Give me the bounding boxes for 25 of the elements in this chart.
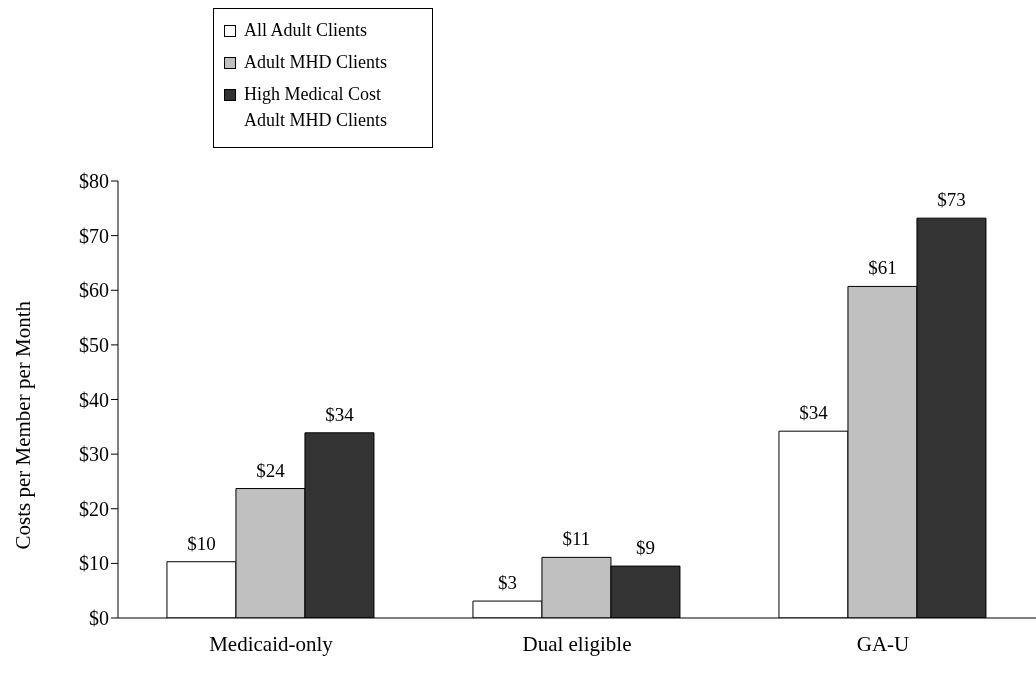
data-label: $24	[256, 459, 286, 481]
legend-label: High Medical Cost Adult MHD Clients	[244, 83, 388, 132]
y-tick-label: $80	[79, 170, 109, 193]
y-tick-label: $30	[79, 443, 109, 466]
y-tick-label: $20	[79, 497, 109, 520]
y-tick-label: $70	[79, 224, 109, 247]
y-tick-label: $60	[79, 279, 109, 302]
y-tick-label: $40	[79, 388, 109, 411]
x-tick-label: Dual eligible	[522, 631, 632, 656]
y-tick-label: $50	[79, 333, 109, 356]
data-label: $34	[325, 403, 355, 425]
data-label: $3	[497, 572, 517, 594]
data-label: $73	[937, 189, 966, 211]
legend-label: All Adult Clients	[244, 19, 368, 42]
data-label: $9	[635, 537, 655, 559]
data-label: $61	[868, 257, 897, 279]
data-label: $10	[187, 532, 216, 554]
data-label: $34	[799, 402, 829, 424]
x-tick-label: GA-U	[856, 631, 910, 656]
y-tick-label: $0	[89, 607, 109, 630]
y-tick-label: $10	[79, 552, 109, 575]
data-label: $11	[562, 528, 591, 550]
x-tick-label: Medicaid-only	[209, 631, 334, 656]
legend-label: Adult MHD Clients	[244, 51, 388, 74]
y-axis-title: Costs per Member per Month	[11, 300, 36, 550]
